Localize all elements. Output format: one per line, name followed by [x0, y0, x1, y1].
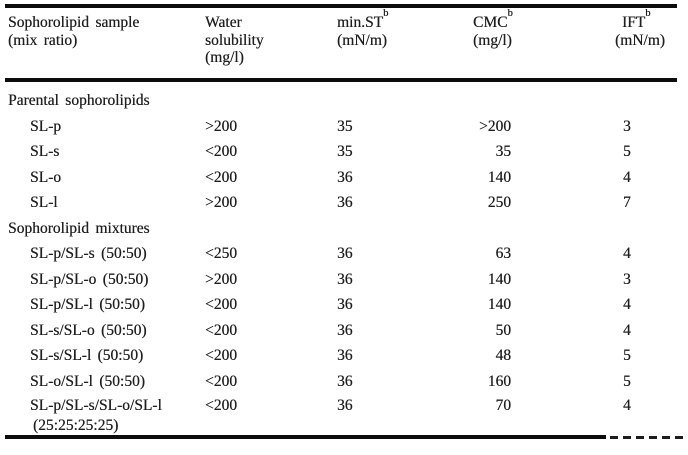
- sample-name: SL-s/SL-l (50:50): [30, 347, 144, 364]
- cmc-cell: 250: [487, 194, 511, 211]
- min-st-cell: 36: [337, 168, 353, 186]
- table-header-row: Sophorolipid sample (mix ratio) Water so…: [5, 8, 677, 78]
- water-solubility-cell: <200: [205, 347, 237, 364]
- sample-cell: SL-s: [5, 139, 205, 165]
- bottom-rule-solid-segment: [5, 435, 606, 439]
- cmc-cell: 48: [495, 347, 512, 364]
- section-header-row: Parental sophorolipids: [5, 88, 677, 114]
- water-solubility-cell: <200: [205, 321, 237, 339]
- bottom-rule: [5, 435, 688, 439]
- water-solubility-cell: >200: [205, 270, 237, 288]
- min-st-cell: 35: [337, 117, 353, 135]
- cmc-cell: 63: [495, 245, 512, 262]
- table-row: SL-p/SL-s/SL-o/SL-l (25:25:25:25) <200 36 70…: [5, 394, 677, 435]
- section-header-label: Sophorolipid mixtures: [8, 219, 150, 237]
- sample-cell: SL-p/SL-o (50:50): [5, 267, 205, 293]
- min-st-cell: 36: [337, 194, 353, 211]
- sample-mix-ratio: (25:25:25:25): [33, 416, 119, 434]
- ift-cell: 5: [623, 372, 631, 390]
- min-st-cell: 36: [337, 397, 353, 414]
- min-st-cell: 36: [337, 270, 353, 288]
- sample-name: SL-s: [30, 143, 60, 160]
- ift-cell: 3: [623, 270, 631, 288]
- sample-name: SL-p: [30, 117, 61, 135]
- table-row: SL-o <200 36 140 4: [5, 165, 677, 191]
- superscript-b: b: [383, 8, 389, 20]
- table-body: Parental sophorolipids SL-p >200 35 >200 3 SL-…: [5, 82, 677, 435]
- sample-cell: SL-o: [5, 165, 205, 191]
- sample-name: SL-p/SL-l (50:50): [30, 296, 145, 313]
- column-header-ift: IFTb (mN/m): [615, 8, 665, 49]
- sample-name: SL-s/SL-o (50:50): [30, 321, 147, 339]
- table-row: SL-l >200 36 250 7: [5, 190, 677, 216]
- table-row: SL-p/SL-l (50:50) <200 36 140 4: [5, 292, 677, 318]
- cmc-cell: 50: [495, 321, 512, 339]
- water-solubility-cell: <200: [205, 372, 237, 390]
- sample-name: SL-p/SL-o (50:50): [30, 270, 149, 288]
- min-st-cell: 36: [337, 321, 353, 339]
- min-st-cell: 36: [337, 296, 353, 313]
- cmc-cell: 70: [495, 397, 512, 414]
- column-header-water-solubility: Water solubility (mg/l): [205, 14, 264, 66]
- ift-cell: 4: [623, 397, 631, 414]
- top-rule: [5, 4, 677, 8]
- column-header-min-st: min.STb (mN/m): [337, 8, 389, 49]
- table-row: SL-p >200 35 >200 3: [5, 114, 677, 140]
- cmc-cell: >200: [479, 117, 511, 135]
- min-st-cell: 35: [337, 143, 353, 160]
- ift-cell: 4: [623, 245, 631, 262]
- sample-name: SL-o/SL-l (50:50): [30, 372, 145, 390]
- water-solubility-cell: <200: [205, 168, 237, 186]
- sample-name: SL-p/SL-s/SL-o/SL-l: [30, 397, 162, 414]
- section-header-label: Parental sophorolipids: [8, 92, 150, 109]
- ift-cell: 7: [623, 194, 631, 211]
- table-row: SL-p/SL-s (50:50) <250 36 63 4: [5, 241, 677, 267]
- min-st-cell: 36: [337, 347, 353, 364]
- column-header-sample: Sophorolipid sample (mix ratio): [8, 14, 140, 49]
- sophorolipid-properties-table: Sophorolipid sample (mix ratio) Water so…: [5, 4, 688, 439]
- sample-cell: SL-o/SL-l (50:50): [5, 369, 205, 395]
- ift-cell: 4: [623, 321, 631, 339]
- sample-name: SL-l: [30, 194, 58, 211]
- sample-name: SL-o: [30, 168, 61, 186]
- sample-cell: SL-s/SL-o (50:50): [5, 318, 205, 344]
- min-st-cell: 36: [337, 245, 353, 262]
- min-st-cell: 36: [337, 372, 353, 390]
- sample-cell: SL-p/SL-s (50:50): [5, 241, 205, 267]
- cmc-cell: 160: [487, 372, 511, 390]
- header-separator-rule: [5, 78, 677, 82]
- ift-cell: 4: [623, 168, 631, 186]
- sample-cell: SL-p: [5, 114, 205, 140]
- sample-cell: SL-s/SL-l (50:50): [5, 343, 205, 369]
- ift-cell: 4: [623, 296, 631, 313]
- water-solubility-cell: >200: [205, 194, 237, 211]
- section-header-row: Sophorolipid mixtures: [5, 216, 677, 242]
- superscript-b: b: [507, 8, 513, 20]
- ift-cell: 5: [623, 347, 631, 364]
- sample-cell: SL-p/SL-l (50:50): [5, 292, 205, 318]
- water-solubility-cell: <250: [205, 245, 237, 262]
- column-header-cmc: CMCb (mg/l): [473, 8, 513, 49]
- water-solubility-cell: <200: [205, 296, 237, 313]
- water-solubility-cell: >200: [205, 117, 237, 135]
- water-solubility-cell: <200: [205, 397, 237, 414]
- cmc-cell: 140: [487, 168, 511, 186]
- water-solubility-cell: <200: [205, 143, 237, 160]
- bottom-rule-dashed-scan-artifact: [610, 436, 688, 439]
- ift-cell: 5: [623, 143, 631, 160]
- sample-cell: SL-p/SL-s/SL-o/SL-l (25:25:25:25): [5, 396, 205, 435]
- cmc-cell: 140: [487, 270, 511, 288]
- table-row: SL-o/SL-l (50:50) <200 36 160 5: [5, 369, 677, 395]
- table-row: SL-s <200 35 35 5: [5, 139, 677, 165]
- sample-cell: SL-l: [5, 190, 205, 216]
- cmc-cell: 140: [487, 296, 511, 313]
- table-row: SL-s/SL-l (50:50) <200 36 48 5: [5, 343, 677, 369]
- ift-cell: 3: [623, 117, 631, 135]
- sample-name: SL-p/SL-s (50:50): [30, 245, 147, 262]
- cmc-cell: 35: [495, 143, 512, 160]
- superscript-b: b: [645, 8, 651, 20]
- table-row: SL-p/SL-o (50:50) >200 36 140 3: [5, 267, 677, 293]
- table-row: SL-s/SL-o (50:50) <200 36 50 4: [5, 318, 677, 344]
